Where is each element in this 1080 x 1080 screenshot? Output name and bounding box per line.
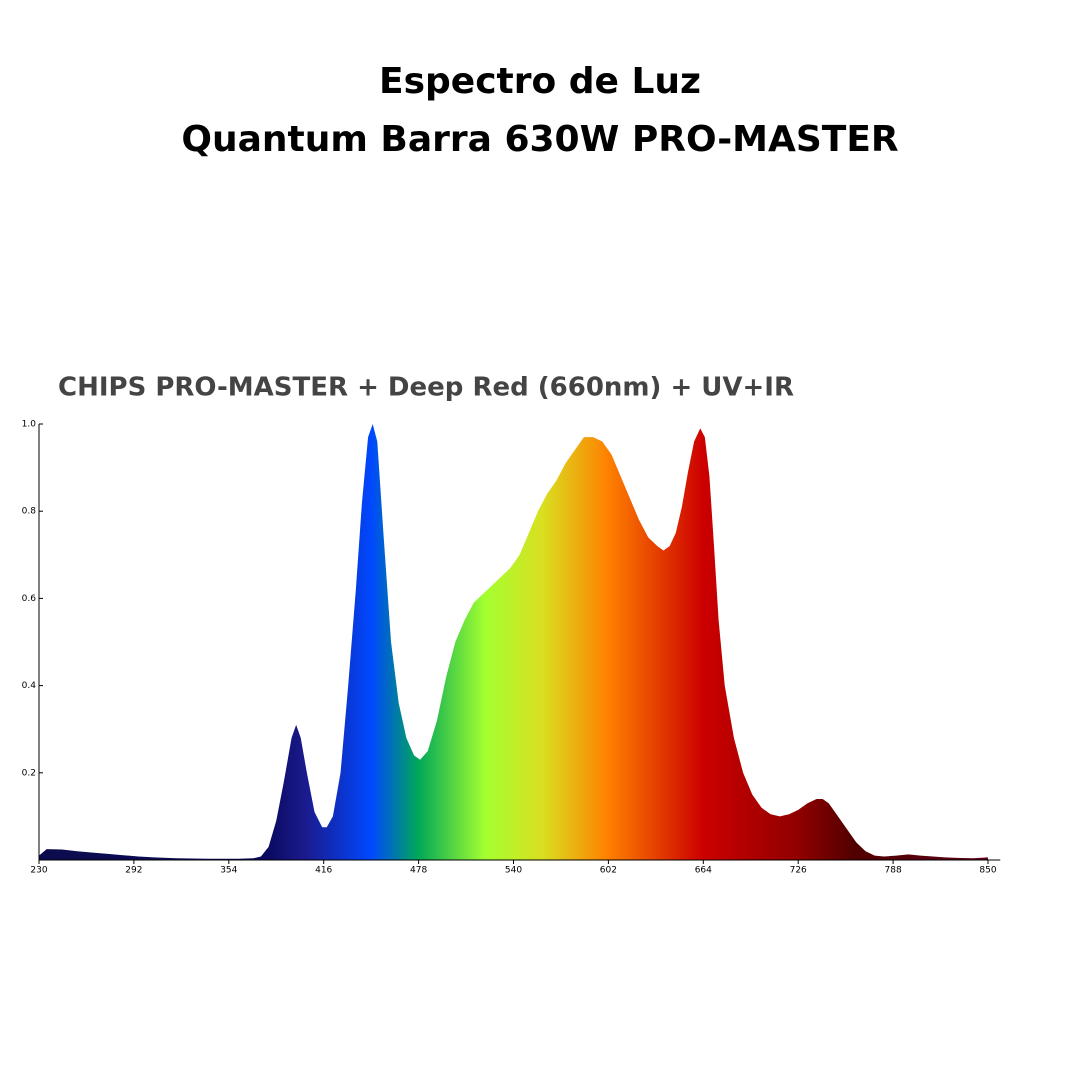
y-tick-label: 0.8 — [22, 507, 37, 517]
x-tick-label: 664 — [695, 866, 712, 876]
spectrum-area — [39, 424, 988, 860]
x-tick-label: 292 — [125, 866, 142, 876]
chart-title: CHIPS PRO-MASTER + Deep Red (660nm) + UV… — [58, 373, 794, 403]
y-tick-label: 0.2 — [22, 768, 36, 778]
y-tick-label: 0.4 — [22, 681, 37, 691]
x-tick-label: 850 — [979, 866, 996, 876]
x-tick-label: 602 — [600, 866, 617, 876]
x-tick-label: 354 — [220, 866, 237, 876]
x-tick-label: 726 — [790, 866, 807, 876]
x-tick-label: 478 — [410, 866, 427, 876]
x-tick-label: 230 — [30, 866, 47, 876]
x-tick-label: 788 — [885, 866, 902, 876]
page-subtitle: Quantum Barra 630W PRO-MASTER — [181, 119, 898, 160]
page-title: Espectro de Luz — [379, 61, 701, 102]
y-tick-label: 1.0 — [22, 420, 37, 430]
x-tick-label: 540 — [505, 866, 522, 876]
x-tick-label: 416 — [315, 866, 332, 876]
y-tick-label: 0.6 — [22, 594, 37, 604]
